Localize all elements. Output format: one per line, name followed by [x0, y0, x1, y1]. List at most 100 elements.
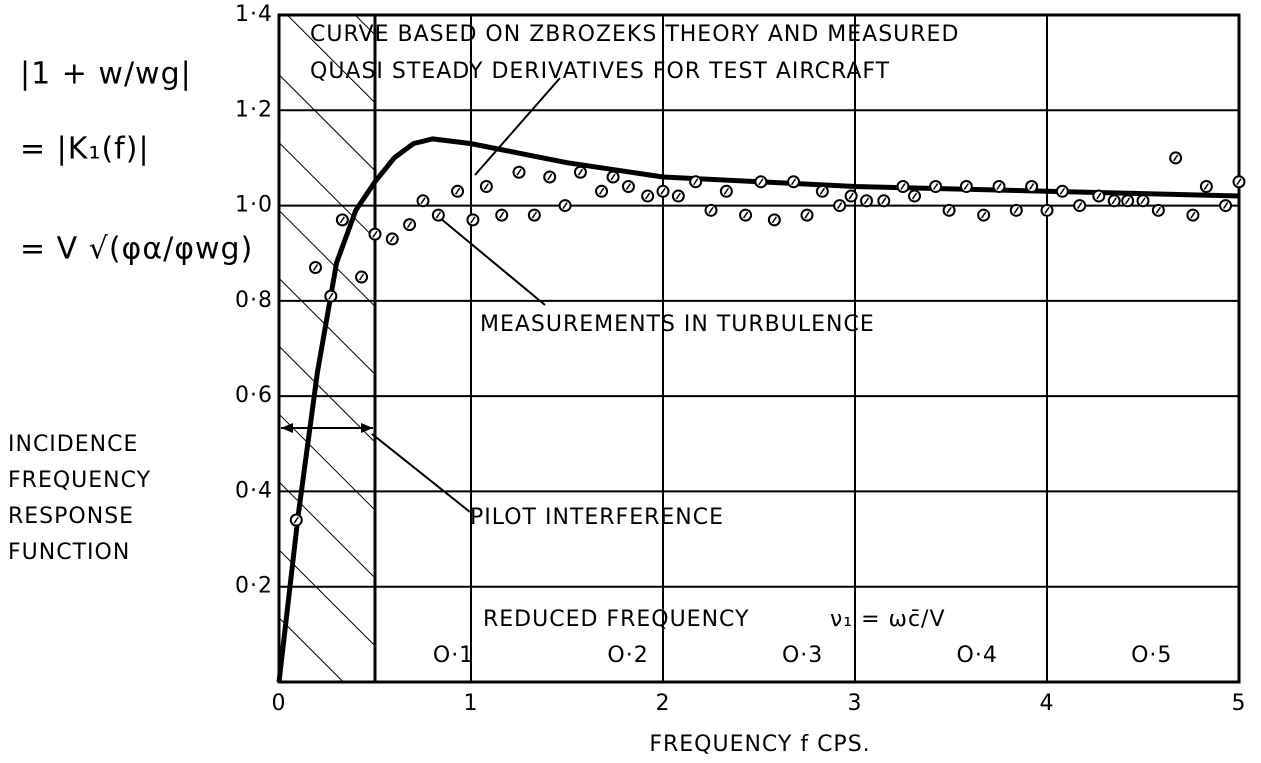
- point-stroke: [1203, 183, 1209, 190]
- measurement-point: [959, 180, 973, 194]
- measurement-point: [992, 180, 1006, 194]
- measurement-point: [1232, 175, 1246, 189]
- leader-line: [371, 433, 471, 513]
- point-stroke: [435, 211, 441, 219]
- x2-tick-label: O·1: [433, 643, 474, 668]
- reduced-frequency-formula: ν₁ = ωc̄/V: [830, 607, 946, 632]
- x2-tick-label: O·2: [607, 643, 648, 668]
- point-stroke: [911, 192, 918, 200]
- point-stroke: [547, 173, 553, 181]
- x-label: FREQUENCY f CPS.: [649, 732, 870, 757]
- x2-tick-label: O·3: [782, 643, 823, 668]
- x2-tick-label: O·4: [957, 643, 998, 668]
- formula-line: |1 + w/wg|: [20, 57, 192, 92]
- measurement-point: [495, 208, 509, 222]
- y-label: FUNCTION: [8, 540, 130, 565]
- measurement-point: [466, 213, 480, 227]
- y-tick-label: 0·2: [235, 574, 273, 599]
- point-stroke: [933, 183, 939, 190]
- point-stroke: [963, 183, 969, 190]
- point-stroke: [742, 211, 749, 219]
- point-stroke: [804, 211, 810, 219]
- measurement-point: [1092, 189, 1106, 203]
- measurement-point: [1009, 203, 1023, 217]
- point-stroke: [848, 192, 854, 200]
- curve-label: QUASI STEADY DERIVATIVES FOR TEST AIRCRA…: [310, 59, 890, 84]
- point-stroke: [499, 211, 505, 219]
- point-stroke: [406, 221, 413, 229]
- point-stroke: [693, 178, 699, 186]
- point-stroke: [389, 235, 395, 243]
- point-stroke: [1125, 197, 1131, 205]
- measurement-point: [656, 184, 670, 198]
- y-formula: |1 + w/wg| = |K₁(f)| = V √(φα/φwg): [20, 57, 253, 267]
- point-stroke: [1096, 192, 1102, 200]
- measurement-point: [815, 184, 829, 198]
- measurement-point: [308, 261, 322, 275]
- measurement-point: [1219, 199, 1233, 213]
- point-stroke: [339, 216, 345, 224]
- measurement-point: [908, 189, 922, 203]
- point-stroke: [790, 178, 797, 186]
- measurement-point: [558, 199, 572, 213]
- x-tick-label: 4: [1040, 691, 1055, 716]
- x2-tick-label: O·5: [1131, 643, 1172, 668]
- measurement-point: [1025, 180, 1039, 194]
- point-stroke: [516, 168, 522, 176]
- measurement-point: [355, 270, 369, 284]
- point-stroke: [454, 187, 461, 195]
- measurement-point: [324, 289, 338, 303]
- point-stroke: [1173, 154, 1179, 162]
- formula-line: = V √(φα/φwg): [20, 232, 253, 267]
- point-stroke: [483, 183, 489, 190]
- point-stroke: [1155, 206, 1161, 214]
- point-stroke: [293, 516, 299, 524]
- measurement-point: [368, 227, 382, 241]
- point-stroke: [863, 197, 870, 205]
- y-tick-label: 0·6: [235, 383, 273, 408]
- point-stroke: [562, 202, 568, 209]
- point-stroke: [531, 211, 537, 219]
- measurement-point: [1073, 199, 1087, 213]
- measurement-point: [1121, 194, 1135, 208]
- measurement-point: [606, 170, 620, 184]
- reduced-frequency-label: REDUCED FREQUENCY: [483, 607, 749, 632]
- measurement-point: [543, 170, 557, 184]
- measurement-point: [641, 189, 655, 203]
- point-stroke: [625, 183, 632, 190]
- measurement-point: [844, 189, 858, 203]
- measurement-point: [512, 165, 526, 179]
- point-stroke: [645, 192, 651, 200]
- measurement-point: [1169, 151, 1183, 165]
- point-stroke: [1029, 183, 1035, 190]
- measurement-point: [977, 208, 991, 222]
- point-stroke: [1222, 202, 1229, 209]
- measurement-point: [833, 199, 847, 213]
- measurement-point: [1186, 208, 1200, 222]
- point-stroke: [1013, 206, 1019, 214]
- x-tick-label: 1: [464, 691, 479, 716]
- point-stroke: [837, 202, 843, 209]
- point-stroke: [758, 178, 764, 186]
- leader-line: [474, 77, 561, 176]
- y-tick-label: 1·0: [235, 193, 273, 218]
- measurement-point: [929, 180, 943, 194]
- point-stroke: [1140, 197, 1146, 205]
- measurement-point: [479, 180, 493, 194]
- point-stroke: [577, 168, 584, 176]
- measurement-point: [573, 165, 587, 179]
- point-stroke: [1077, 202, 1083, 209]
- measurement-point: [754, 175, 768, 189]
- measurement-label: MEASUREMENTS IN TURBULENCE: [480, 312, 875, 337]
- measurement-point: [719, 184, 733, 198]
- plot-frame: [277, 13, 1241, 684]
- measurement-point: [860, 194, 874, 208]
- measurement-point: [595, 184, 609, 198]
- measurement-point: [416, 194, 430, 208]
- y-tick-label: 0·4: [235, 478, 273, 503]
- point-stroke: [996, 183, 1002, 190]
- measurement-point: [739, 208, 753, 222]
- x-tick-label: 0: [272, 691, 287, 716]
- point-stroke: [1059, 187, 1065, 195]
